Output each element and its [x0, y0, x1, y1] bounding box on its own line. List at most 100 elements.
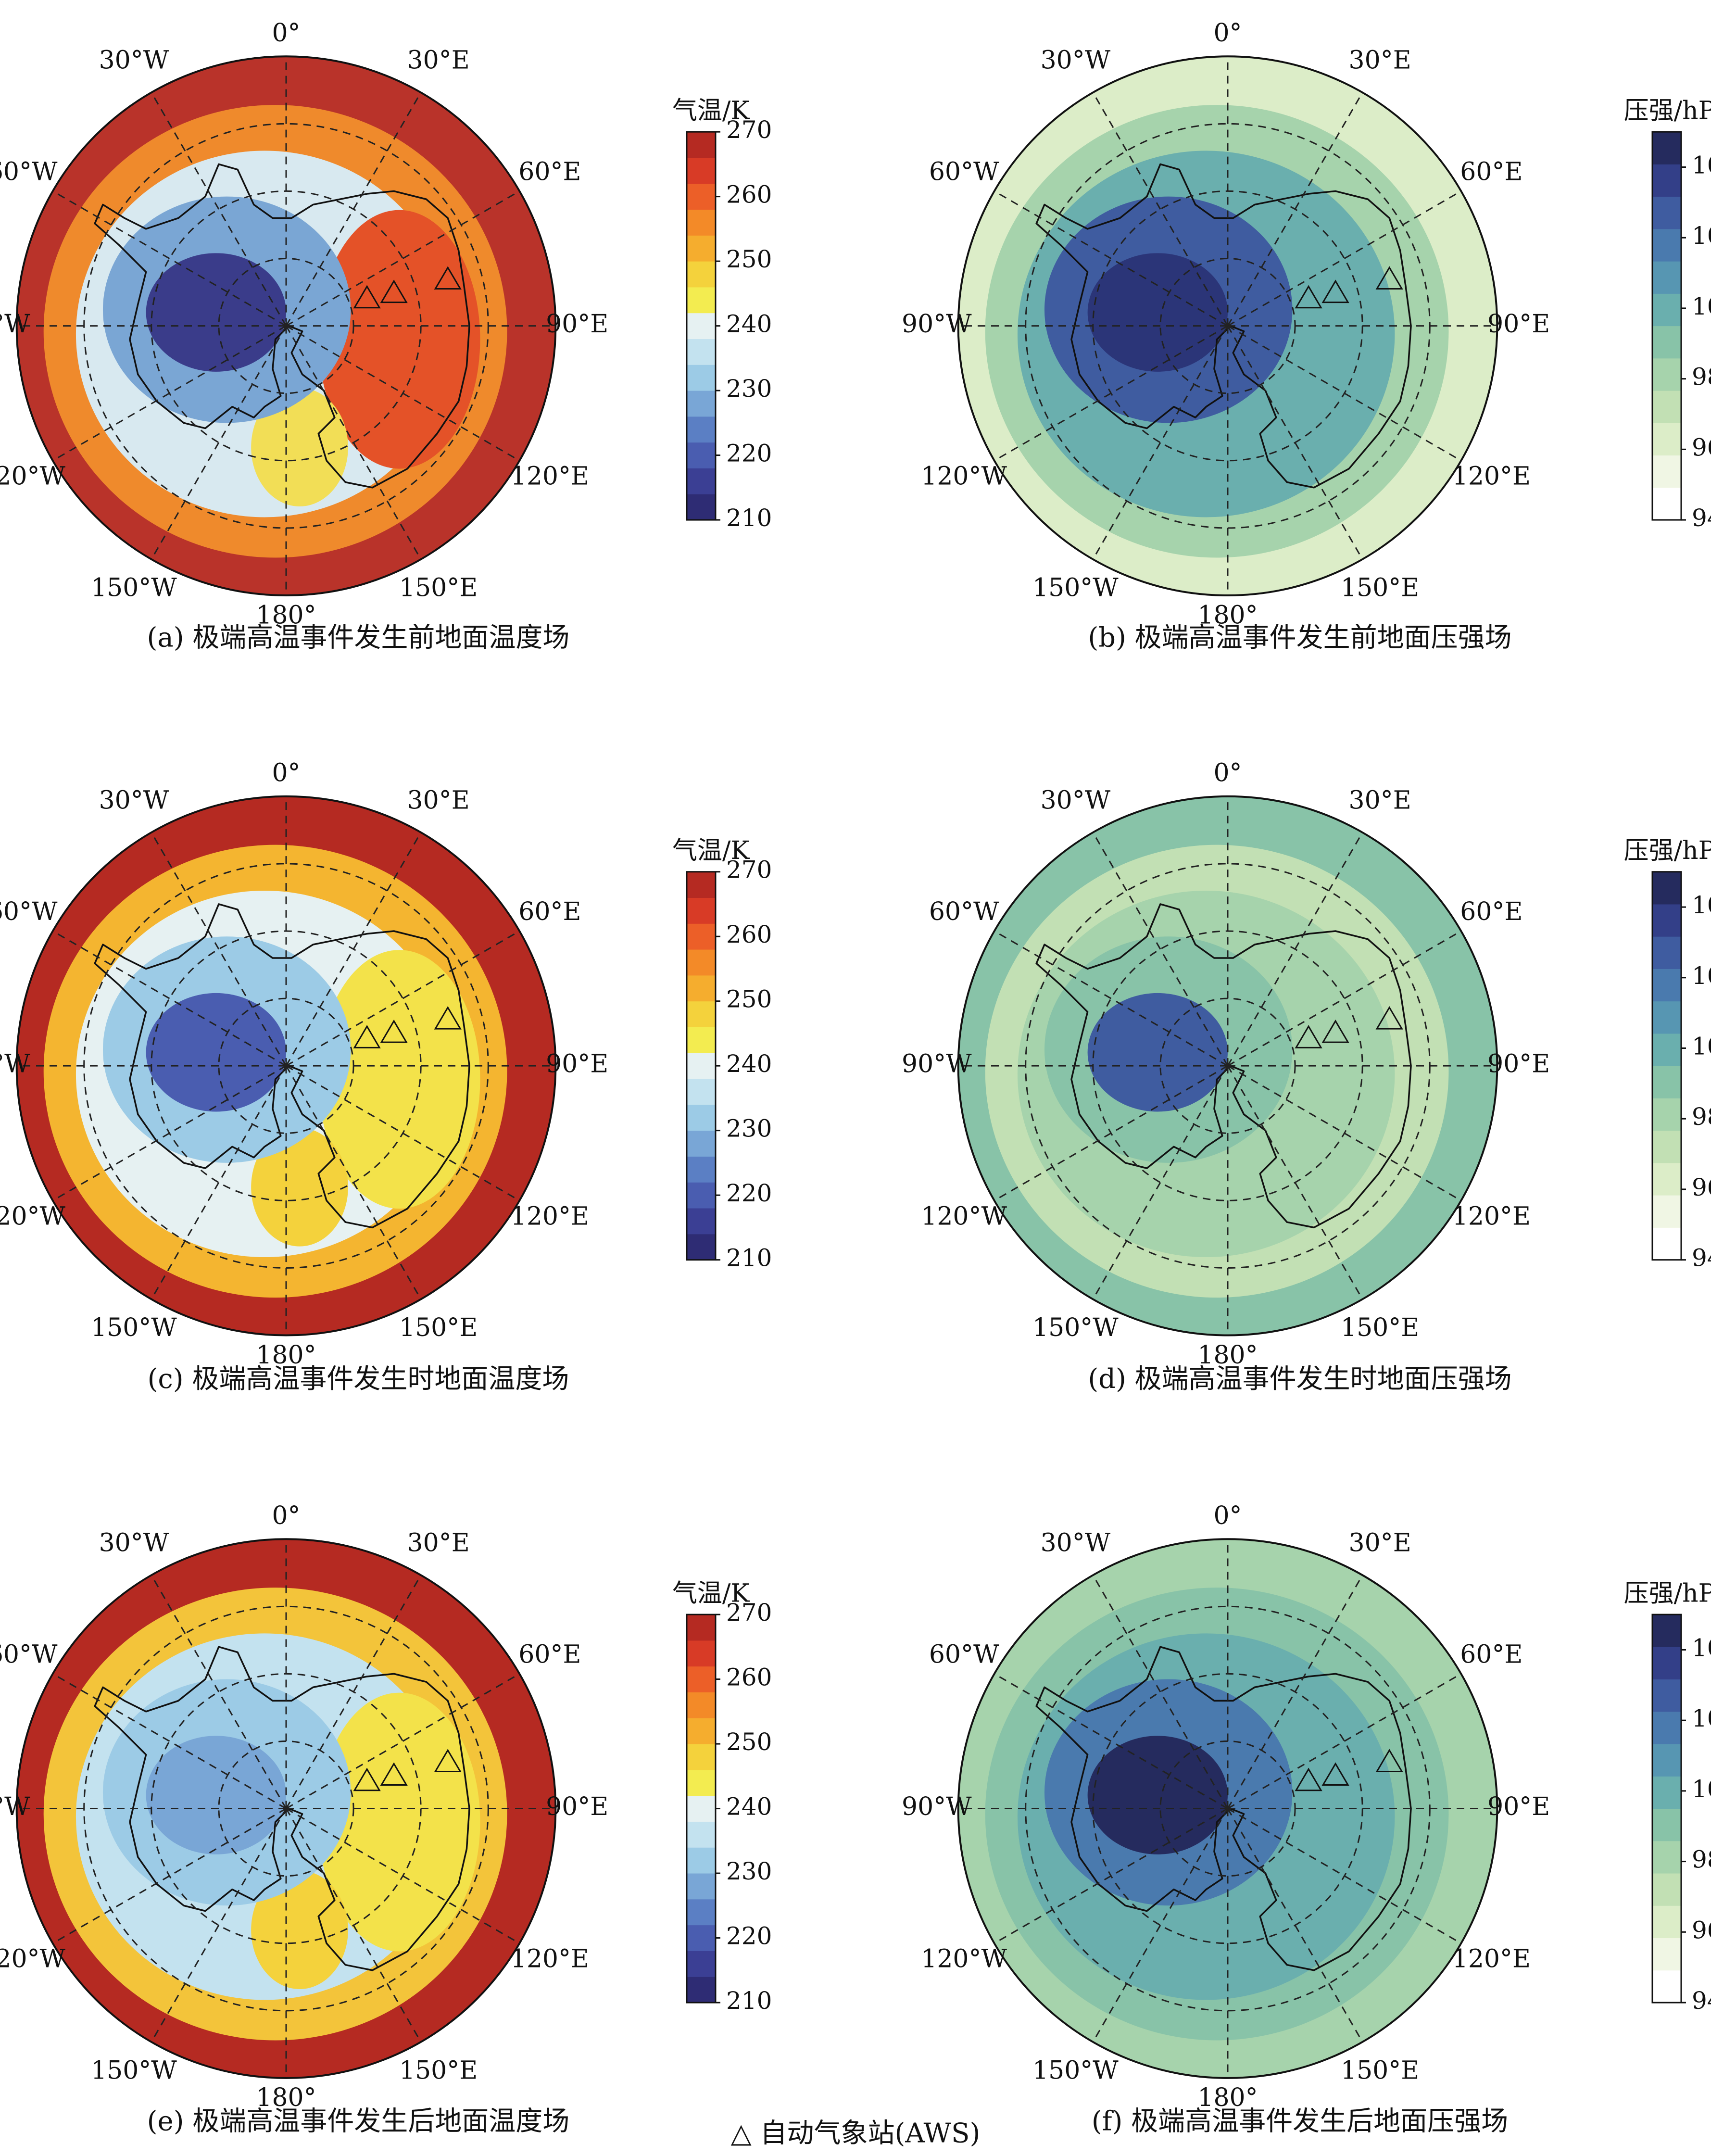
field-ross-wedge [251, 1870, 348, 1990]
colorbar-tick-label: 250 [726, 1728, 772, 1756]
aws-station-marker [1321, 1019, 1349, 1043]
aws-station-marker [434, 266, 462, 290]
colorbar-swatch [1652, 1873, 1681, 1906]
colorbar-swatch [687, 287, 716, 314]
meridian-line [1092, 832, 1229, 1066]
colorbar-tick-label: 1000 [1692, 1033, 1711, 1060]
colorbar-swatch [687, 897, 716, 924]
colorbar-swatch [687, 1208, 716, 1235]
map-border [957, 795, 1498, 1336]
colorbar-swatch [1652, 326, 1681, 359]
meridian-line [285, 92, 422, 327]
aws-station-marker [434, 1749, 462, 1772]
colorbar-swatch [687, 235, 716, 262]
colorbar-swatch [687, 1951, 716, 1977]
colorbar-swatch [687, 1666, 716, 1692]
colorbar-frame [1651, 131, 1682, 521]
colorbar-swatch [1652, 936, 1681, 969]
meridian-line [285, 1575, 422, 1809]
colorbar-tick-label: 250 [726, 985, 772, 1013]
colorbar-tick-label: 1020 [1692, 962, 1711, 990]
colorbar-swatch [687, 1104, 716, 1131]
panel-b: 0° 30°E 60°E 90°E 120°E 150°E 180° 150°W 120°W 90… [902, 19, 1711, 654]
colorbar-swatch [1652, 358, 1681, 391]
longitude-label: 0° [272, 19, 300, 48]
meridian-line [1092, 325, 1229, 560]
longitude-label: 30°E [1349, 1529, 1411, 1558]
longitude-label: 150°E [399, 1313, 478, 1342]
meridian-line [52, 325, 287, 462]
colorbar-swatch [687, 1821, 716, 1848]
longitude-label: 120°E [511, 1202, 589, 1231]
colorbar-swatch [687, 209, 716, 236]
colorbar-tick-label: 230 [726, 375, 772, 403]
colorbar-swatch [1652, 1905, 1681, 1939]
colorbar-tick-label: 220 [726, 1179, 772, 1207]
aws-station-marker [1295, 285, 1322, 309]
longitude-label: 150°W [91, 1313, 177, 1342]
colorbar-tick-label: 960 [1692, 1173, 1711, 1201]
meridian-line [52, 190, 287, 327]
longitude-label: 150°E [399, 2056, 478, 2085]
meridian-line [1227, 1808, 1462, 1944]
colorbar-tick-label: 1000 [1692, 292, 1711, 320]
longitude-label: 0° [1213, 1501, 1242, 1530]
colorbar-tick-label: 940 [1692, 1987, 1711, 2015]
field-center [146, 253, 286, 372]
colorbar-swatch [687, 1899, 716, 1926]
meridian-line [994, 1808, 1228, 1944]
field-center [1087, 993, 1228, 1112]
colorbar-swatch [687, 1027, 716, 1053]
coastline [94, 1646, 470, 1971]
meridian-line [1092, 1575, 1229, 1809]
longitude-label: 120°E [1452, 462, 1531, 491]
longitude-label: 60°E [518, 158, 581, 187]
colorbar-swatch [1652, 1841, 1681, 1874]
coastline [1035, 903, 1412, 1229]
aws-station-marker [1321, 279, 1349, 303]
aws-legend: △ 自动气象站(AWS) [731, 2118, 981, 2149]
coastline [1035, 1646, 1412, 1971]
meridian-line [1227, 1575, 1363, 1809]
map-border [957, 55, 1498, 596]
colorbar-swatch [1652, 164, 1681, 197]
longitude-label: 120°W [921, 1202, 1007, 1231]
longitude-label: 120°E [511, 462, 589, 491]
colorbar-swatch [687, 1130, 716, 1157]
meridian-line [151, 325, 287, 560]
aws-station-marker [1375, 1749, 1403, 1772]
map-field [16, 56, 556, 595]
longitude-label: 0° [1213, 19, 1242, 48]
map-border [15, 55, 557, 596]
longitude-label: 60°E [1460, 1640, 1522, 1669]
longitude-label: 30°W [99, 46, 169, 75]
meridian-line [286, 1673, 520, 1809]
longitude-label: 150°E [1341, 1313, 1419, 1342]
meridian-line [1227, 92, 1363, 327]
colorbar-tick-label: 940 [1692, 504, 1711, 532]
longitude-label: 30°W [99, 1529, 169, 1558]
map-border [15, 795, 557, 1336]
longitude-label: 90°E [1487, 1792, 1550, 1821]
longitude-label: 60°W [0, 897, 58, 926]
map-field [16, 1539, 556, 2078]
colorbar-swatch [1652, 1711, 1681, 1744]
colorbar-tick-label: 220 [726, 1922, 772, 1950]
colorbar-swatch [687, 132, 716, 158]
aws-station-marker [434, 1006, 462, 1030]
meridian-line [1227, 1808, 1363, 2043]
longitude-label: 150°W [1032, 573, 1119, 602]
meridian-line [994, 930, 1228, 1067]
colorbar-swatch [687, 1873, 716, 1900]
longitude-label: 150°E [1341, 573, 1419, 602]
longitude-label: 30°E [407, 46, 470, 75]
longitude-label: 120°W [0, 1202, 66, 1231]
meridian-line [151, 832, 287, 1066]
aws-station-marker [1375, 266, 1403, 290]
colorbar-swatch [687, 494, 716, 520]
colorbar-swatch [1652, 1162, 1681, 1196]
meridian-line [1092, 1065, 1229, 1300]
field-east-plateau [318, 1692, 480, 1952]
colorbar-swatch [687, 1182, 716, 1209]
